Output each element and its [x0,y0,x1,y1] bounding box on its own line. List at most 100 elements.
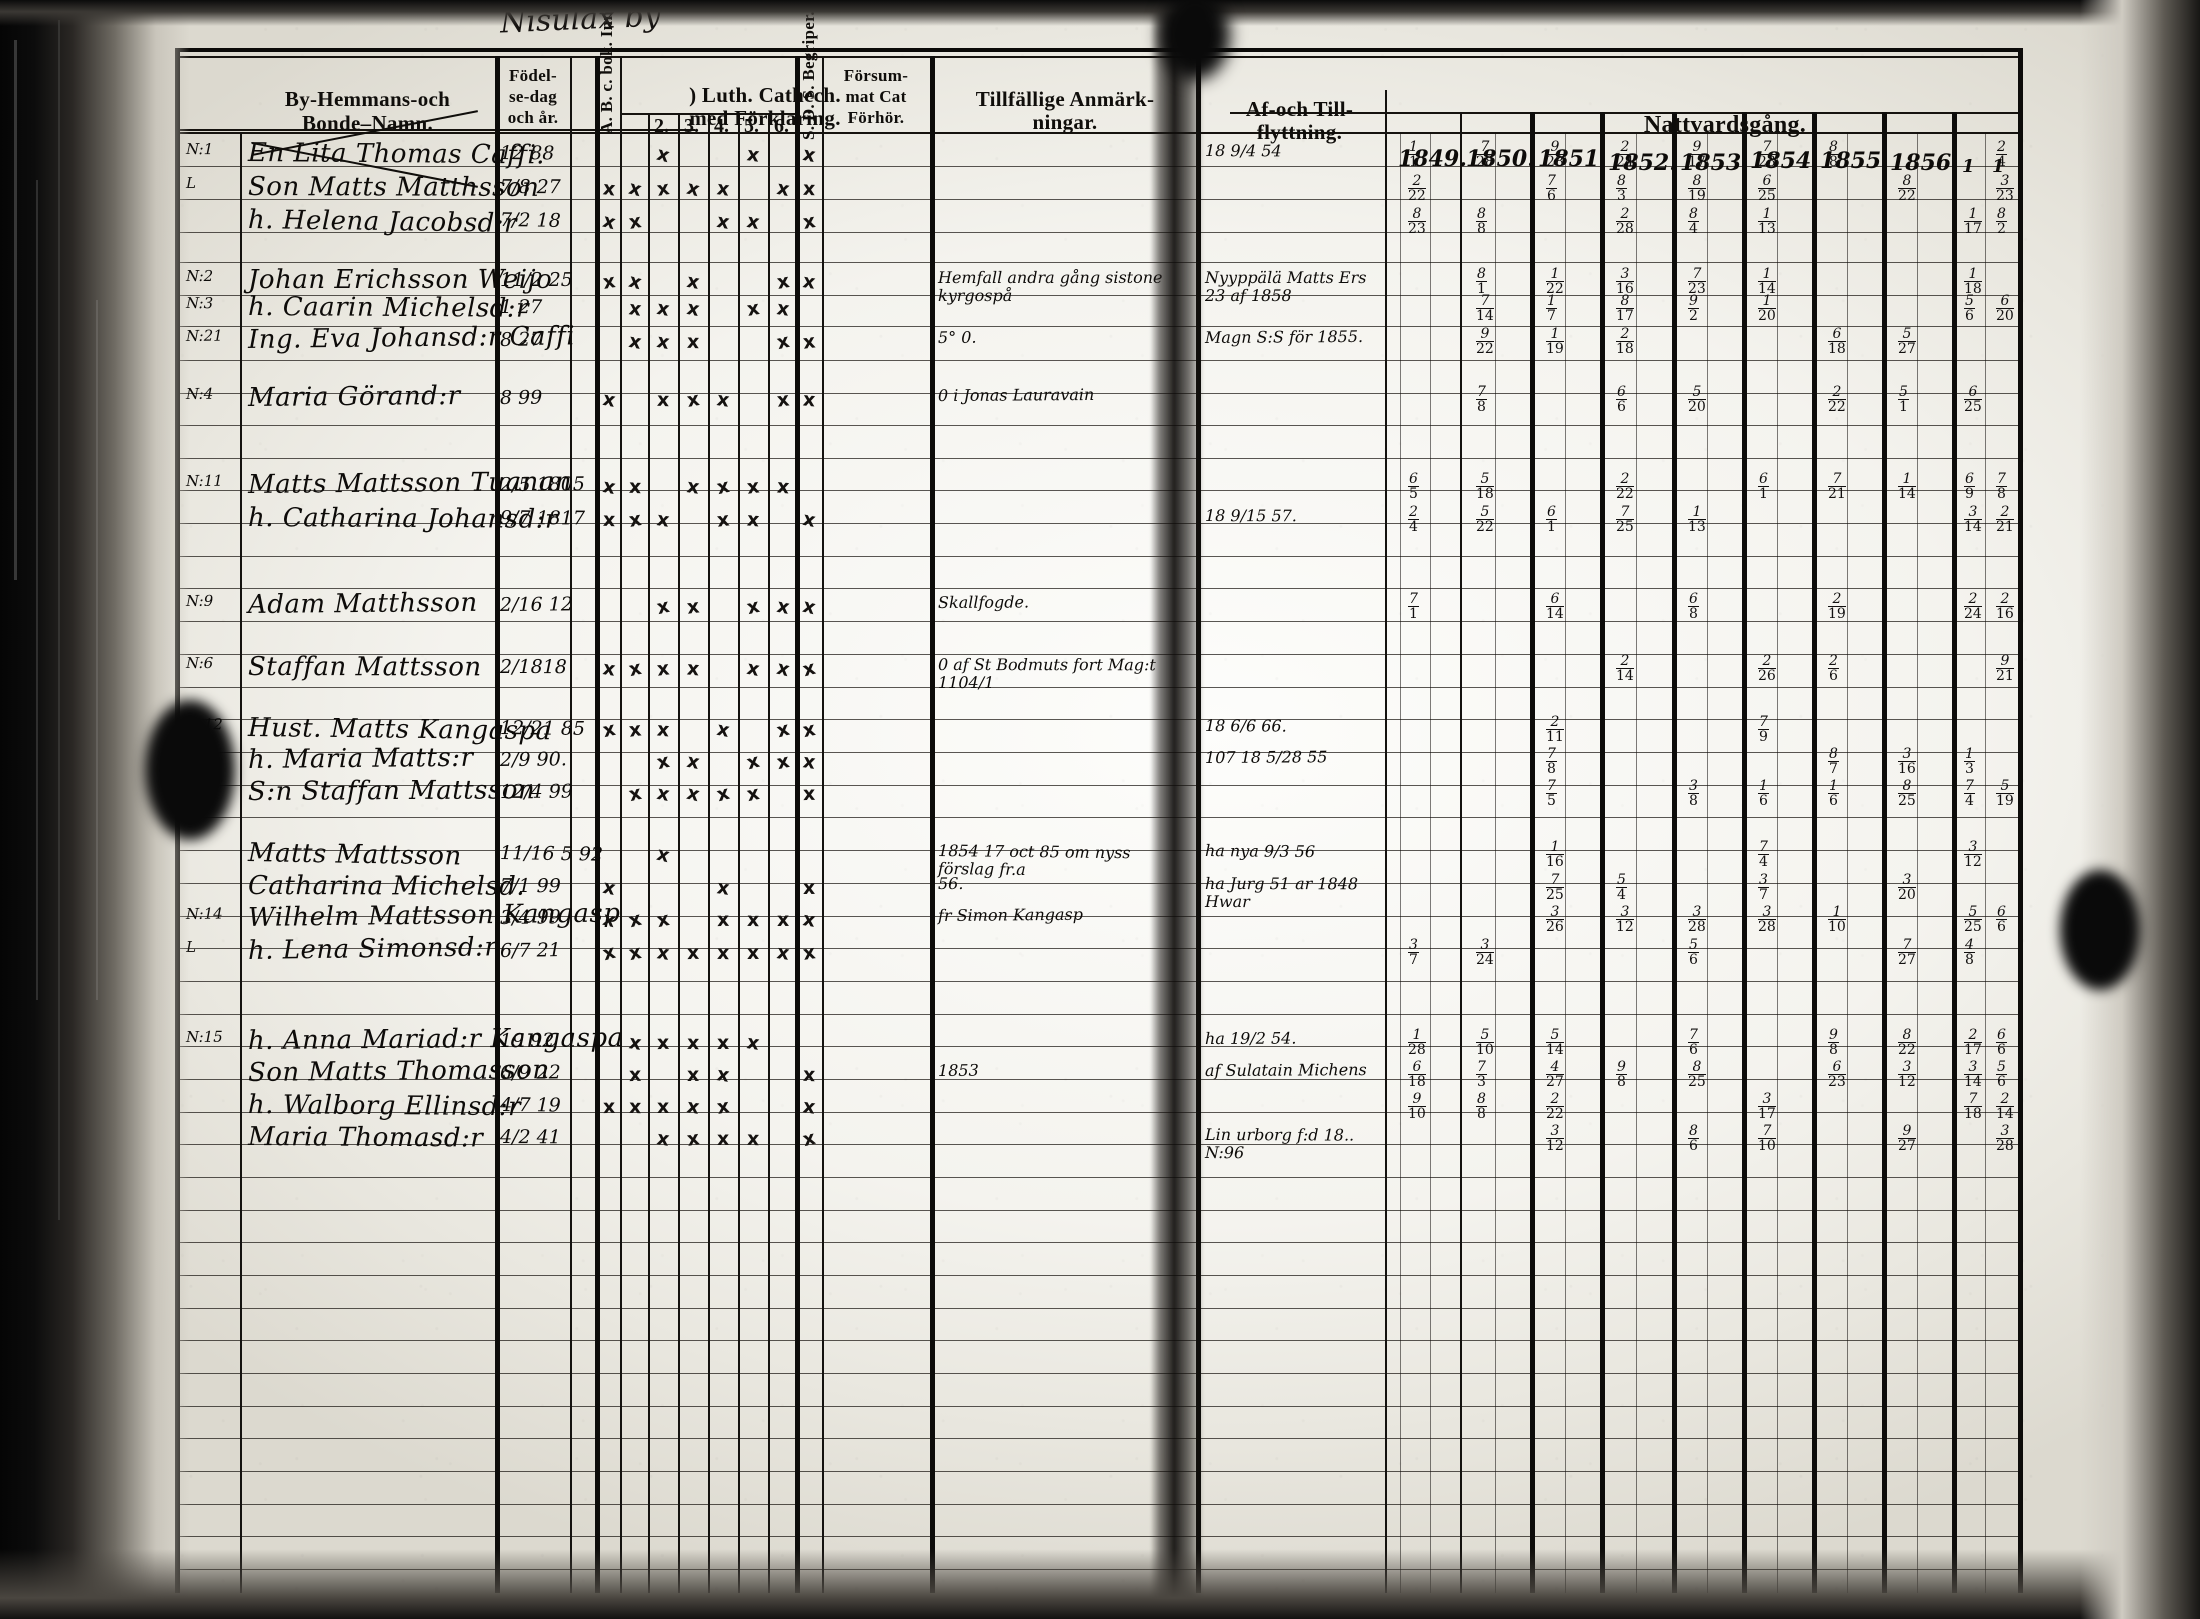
row-name: Maria Görand:r [247,380,461,413]
header-catechism-line1: ) Luth. Cathech. [689,83,841,107]
communion-mark: 7 28 [1476,139,1494,170]
catechism-mark: x [746,1127,760,1151]
catechism-mark: x [656,388,670,412]
row-mark: N:3 [185,294,214,313]
row-name: Adam Matthsson [247,587,478,620]
year-subrule [1400,132,1401,1593]
catechism-number-5: 5. [744,115,759,137]
row-rule [175,1406,2020,1407]
header-remarks-line1: Tillfällige Anmärk- [975,87,1155,111]
row-birthdate: 6/9 22 [499,1061,561,1084]
header-catechism-line2: med Förklaring. [689,106,841,130]
communion-mark: 6 18 [1828,326,1846,357]
row-birthdate: 6/7 21 [499,939,561,962]
communion-mark: 2 28 [1616,206,1634,237]
row-rule [175,981,2020,982]
communion-mark: 5 10 [1476,1027,1494,1058]
row-remarks: 5° 0. [937,327,977,347]
row-rule [175,1471,2020,1472]
row-migration: ha Jurg 51 ar 1848 Hwar [1204,874,1359,911]
communion-mark: 9 21 [1996,653,2014,684]
communion-mark: 6 25 [1758,173,1776,204]
catechism-mark: x [775,388,791,412]
communion-mark: 6 25 [1964,384,1982,415]
row-migration: 107 18 5/28 55 [1204,747,1328,767]
row-birthdate: 2/9 90. [499,748,567,771]
row-rule [175,1112,2020,1113]
communion-mark: 3 28 [1996,1123,2014,1154]
catechism-mark: x [802,177,816,201]
communion-mark: 1 17 [1964,206,1982,237]
communion-mark: 3 17 [1758,1091,1776,1122]
row-remarks: Skallfogde. [937,592,1030,612]
row-remarks: 56. [937,874,964,894]
header-abc-book: A. B. c. bok. Innanläsn. [597,0,616,134]
catechism-mark: x [716,1031,730,1055]
communion-mark: 3 28 [1688,904,1706,935]
row-rule [175,1210,2020,1211]
row-birthdate: 12 88 [499,142,555,165]
communion-mark: 5 27 [1898,326,1916,357]
row-birthdate: 19 92 [499,1029,555,1052]
communion-mark: 2 24 [1964,591,1982,622]
row-rule [175,752,2020,753]
year-subrule [1917,132,1918,1593]
row-rule [175,817,2020,818]
year-subrule [1985,132,1986,1593]
row-rule [175,588,2020,589]
col-rule-year-1855 [1882,112,1887,1593]
col-border-right [2018,48,2023,1593]
communion-mark: 9 22 [1476,326,1494,357]
row-rule [175,883,2020,884]
communion-mark: 8 22 [1898,1027,1916,1058]
col-rule-cat3 [708,113,710,1593]
row-remarks: 1853 [937,1060,979,1080]
col-rule-neglected [930,56,935,1593]
catechism-mark: x [802,1063,816,1087]
scan-edge-top [0,0,2200,26]
catechism-mark: x [776,475,791,499]
catechism-mark: x [686,330,700,354]
table-top-border-2 [175,56,2020,58]
row-migration: ha nya 9/3 56 [1204,841,1316,862]
communion-mark: 2 17 [1964,1027,1982,1058]
communion-mark: 1 16 [1546,839,1564,870]
header-rule-names [175,129,695,131]
communion-mark: 8 25 [1688,1059,1706,1090]
catechism-mark: x [801,330,817,354]
col-rule-year-1856 [1952,112,1957,1593]
communion-mark: 9 17 [1688,139,1706,170]
row-mark: N:4 [185,384,214,403]
catechism-number-2: 2. [654,115,669,137]
row-name: h. Caarin Michelsd:r [247,292,530,324]
col-rule-abc-b [620,56,622,1593]
catechism-mark: x [686,1063,700,1087]
catechism-number-4: 4. [714,115,729,137]
col-rule-birth [570,56,572,1593]
row-rule [175,1536,2020,1537]
communion-mark: 1 14 [1758,266,1776,297]
catechism-mark: x [602,508,616,532]
header-name-line2: Bonde–Namn. [301,111,434,135]
row-rule [175,1144,2020,1145]
catechism-mark: x [656,718,671,742]
row-name: h. Walborg Ellinsd:r [247,1090,522,1123]
col-rule-migration [1385,90,1387,1593]
row-name: h. Helena Jacobsd:r [247,205,518,239]
